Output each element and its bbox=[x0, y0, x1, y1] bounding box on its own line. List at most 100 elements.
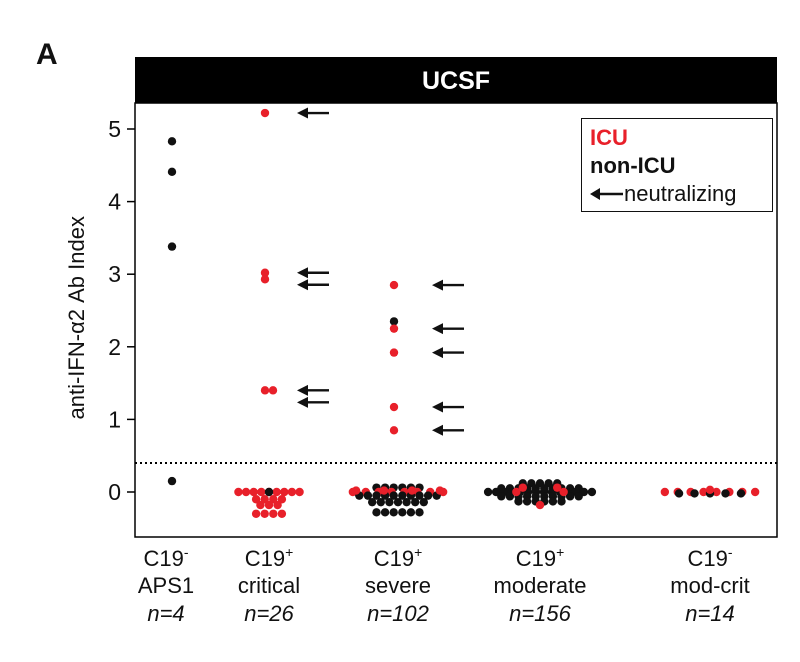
cluster-point bbox=[385, 497, 394, 507]
cluster-point bbox=[660, 487, 670, 497]
y-tick-label: 2 bbox=[108, 334, 121, 360]
data-points bbox=[167, 108, 760, 518]
legend: ICU non-ICU neutralizing bbox=[581, 118, 773, 212]
x-label-group: C19+ bbox=[245, 544, 294, 571]
cluster-point bbox=[407, 486, 417, 495]
cluster-point bbox=[505, 492, 515, 501]
x-label-group: C19- bbox=[687, 544, 732, 571]
cluster-point bbox=[389, 491, 398, 500]
cluster-point bbox=[273, 500, 282, 510]
cluster-point bbox=[750, 487, 760, 497]
cluster-point bbox=[415, 491, 424, 500]
data-point bbox=[260, 386, 270, 395]
data-point bbox=[167, 167, 177, 177]
legend-non-icu: non-ICU bbox=[590, 153, 676, 178]
cluster-point bbox=[535, 500, 545, 510]
x-label-subgroup: mod-crit bbox=[670, 573, 749, 598]
cluster-point bbox=[241, 487, 251, 497]
cluster-point bbox=[264, 500, 274, 510]
x-label-group: C19- bbox=[143, 544, 188, 571]
arrow-head bbox=[297, 279, 308, 291]
cluster-point bbox=[368, 497, 377, 507]
y-tick-label: 3 bbox=[108, 261, 121, 287]
cluster-point bbox=[372, 508, 381, 517]
arrow-head bbox=[297, 107, 308, 119]
cluster-point bbox=[699, 487, 708, 497]
arrow-head bbox=[432, 401, 443, 413]
x-label-subgroup: APS1 bbox=[138, 573, 194, 598]
cluster-point bbox=[497, 492, 506, 501]
arrow-head bbox=[297, 396, 308, 408]
cluster-point bbox=[402, 497, 411, 507]
cluster-point bbox=[398, 491, 407, 500]
title-bar bbox=[135, 57, 777, 103]
cluster-point bbox=[257, 487, 266, 497]
cluster-point bbox=[548, 497, 558, 506]
cluster-point bbox=[423, 491, 433, 500]
cluster-point bbox=[393, 497, 403, 507]
y-tick-label: 4 bbox=[108, 189, 121, 215]
data-point bbox=[260, 268, 270, 277]
x-label-n: n=102 bbox=[367, 601, 429, 626]
x-label-n: n=14 bbox=[685, 601, 735, 626]
cluster-point bbox=[269, 495, 278, 504]
data-point bbox=[167, 137, 177, 146]
cluster-point bbox=[287, 487, 297, 497]
data-point bbox=[389, 324, 399, 333]
cluster-point bbox=[251, 509, 261, 518]
cluster-point bbox=[264, 487, 274, 497]
x-label-group: C19+ bbox=[516, 544, 565, 571]
legend-neutralizing-label: neutralizing bbox=[624, 181, 737, 206]
panel-label: A bbox=[36, 38, 58, 71]
cluster-point bbox=[280, 487, 289, 497]
cluster-point bbox=[587, 487, 597, 497]
cluster-point bbox=[277, 509, 287, 518]
x-label-subgroup: severe bbox=[365, 573, 431, 598]
cluster-point bbox=[389, 508, 398, 517]
arrow-head bbox=[432, 347, 443, 359]
data-point bbox=[389, 402, 399, 412]
cluster-point bbox=[512, 487, 521, 497]
cluster-point bbox=[295, 487, 304, 497]
x-label-subgroup: moderate bbox=[494, 573, 587, 598]
cluster-point bbox=[372, 491, 381, 500]
cluster-point bbox=[277, 495, 287, 504]
cluster-point bbox=[522, 497, 532, 506]
x-label-group: C19+ bbox=[374, 544, 423, 571]
plot-frame bbox=[134, 102, 778, 538]
cluster-point bbox=[553, 483, 562, 492]
cluster-point bbox=[721, 489, 730, 498]
y-tick-label: 1 bbox=[108, 406, 121, 432]
legend-icu: ICU bbox=[590, 125, 628, 150]
cluster-point bbox=[415, 508, 424, 517]
data-point bbox=[389, 317, 399, 326]
cluster-point bbox=[518, 483, 527, 492]
y-axis-label: anti-IFN-α2 Ab Index bbox=[64, 216, 89, 419]
arrow-head bbox=[297, 384, 308, 396]
cluster-point bbox=[411, 497, 420, 507]
left-arrow-icon bbox=[590, 188, 623, 200]
cluster-point bbox=[351, 486, 361, 495]
y-tick-label: 0 bbox=[108, 479, 121, 505]
x-label-n: n=156 bbox=[509, 601, 572, 626]
arrow-head bbox=[432, 279, 443, 291]
data-point bbox=[167, 242, 177, 251]
y-axis: 0 1 2 3 4 5 bbox=[108, 116, 135, 505]
x-label-subgroup: critical bbox=[238, 573, 300, 598]
data-point bbox=[260, 108, 270, 118]
cluster-point bbox=[406, 508, 416, 517]
cluster-point bbox=[251, 495, 261, 504]
cluster-point bbox=[379, 486, 389, 495]
cluster-point bbox=[690, 489, 699, 498]
y-tick-label: 5 bbox=[108, 116, 121, 142]
cluster-point bbox=[398, 508, 407, 517]
cluster-point bbox=[249, 487, 258, 497]
data-point bbox=[167, 476, 177, 486]
x-axis-labels: C19-APS1n=4C19+criticaln=26C19+severen=1… bbox=[138, 544, 750, 626]
cluster-point bbox=[272, 487, 281, 497]
cluster-point bbox=[234, 487, 243, 497]
data-point bbox=[389, 426, 399, 435]
cluster-point bbox=[559, 487, 568, 497]
x-label-n: n=26 bbox=[244, 601, 294, 626]
cluster-point bbox=[712, 487, 721, 497]
